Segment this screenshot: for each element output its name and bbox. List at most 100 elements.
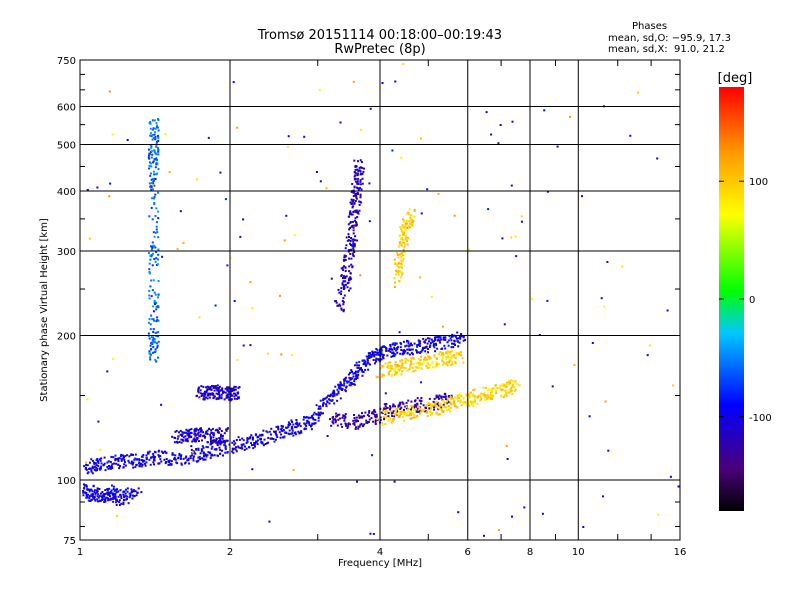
data-point [390, 355, 393, 358]
data-point [334, 385, 337, 388]
data-point [366, 358, 369, 361]
data-point [412, 416, 415, 419]
data-point [137, 487, 140, 490]
data-point [325, 405, 328, 408]
data-point [444, 398, 447, 401]
data-point [94, 493, 97, 496]
data-point [150, 206, 153, 209]
data-point [173, 436, 176, 439]
data-point [325, 187, 328, 190]
data-point [376, 351, 379, 354]
data-point [451, 361, 453, 364]
data-point [111, 484, 113, 487]
data-point [295, 419, 298, 421]
data-point [452, 400, 455, 403]
data-point [435, 364, 438, 367]
data-point [155, 225, 158, 228]
data-point [409, 363, 412, 366]
data-point [250, 442, 252, 445]
data-point [152, 161, 154, 164]
data-point [450, 363, 453, 366]
data-point [149, 348, 152, 351]
data-point [372, 533, 375, 535]
data-point [157, 119, 160, 121]
data-point [111, 463, 114, 466]
data-point [338, 303, 341, 306]
data-point [189, 457, 192, 460]
data-point [150, 162, 152, 165]
data-point [355, 375, 358, 378]
data-point [150, 248, 153, 251]
colorbar-tick-label: -100 [749, 413, 772, 424]
data-point [393, 348, 396, 351]
data-point [450, 356, 453, 359]
data-point [404, 238, 407, 241]
data-point [290, 425, 293, 428]
data-point [394, 367, 397, 370]
data-point [283, 435, 286, 438]
data-point [157, 129, 160, 132]
data-point [292, 423, 295, 426]
data-point [93, 496, 96, 498]
data-point [349, 221, 352, 224]
data-point [339, 397, 342, 400]
data-point [488, 388, 491, 391]
data-point [348, 265, 351, 268]
data-point [343, 275, 345, 278]
data-point [405, 407, 408, 410]
data-point [150, 182, 153, 184]
data-point [101, 497, 104, 500]
data-point [240, 446, 243, 449]
data-point [383, 345, 385, 348]
data-point [369, 353, 372, 356]
data-point [141, 464, 144, 467]
data-point [223, 441, 226, 444]
data-point [219, 452, 222, 455]
data-point [201, 457, 203, 460]
data-point [218, 428, 221, 430]
data-point [332, 422, 335, 425]
data-point [421, 348, 424, 351]
data-point [355, 180, 357, 183]
data-point [448, 360, 451, 362]
data-point [423, 340, 426, 343]
data-point [442, 395, 445, 398]
data-point [143, 462, 146, 465]
data-point [152, 160, 155, 163]
data-point [270, 427, 273, 430]
data-point [344, 416, 347, 419]
data-point [104, 493, 106, 496]
data-point [89, 467, 92, 470]
data-point [502, 395, 505, 398]
data-point [261, 441, 264, 444]
data-point [491, 389, 494, 392]
data-point [153, 179, 155, 182]
data-point [91, 459, 94, 462]
data-point [151, 128, 154, 131]
data-point [280, 429, 283, 432]
data-point [101, 498, 103, 501]
data-point [240, 443, 243, 446]
data-point [344, 266, 347, 269]
data-point [508, 391, 511, 394]
data-point [235, 439, 238, 441]
data-point [416, 344, 419, 347]
data-point [114, 454, 117, 457]
data-point [152, 177, 155, 180]
data-point [149, 285, 152, 288]
data-point [460, 354, 463, 357]
data-point [396, 264, 399, 267]
data-point [93, 462, 96, 465]
data-point [195, 434, 198, 437]
data-point [456, 397, 459, 400]
data-point [152, 461, 155, 464]
data-point [322, 412, 324, 415]
data-point [199, 428, 202, 431]
data-point [367, 362, 370, 365]
data-point [437, 396, 440, 398]
data-point [464, 401, 467, 403]
data-point [508, 383, 511, 386]
data-point [374, 420, 377, 422]
data-point [458, 352, 461, 355]
data-point [344, 277, 347, 279]
